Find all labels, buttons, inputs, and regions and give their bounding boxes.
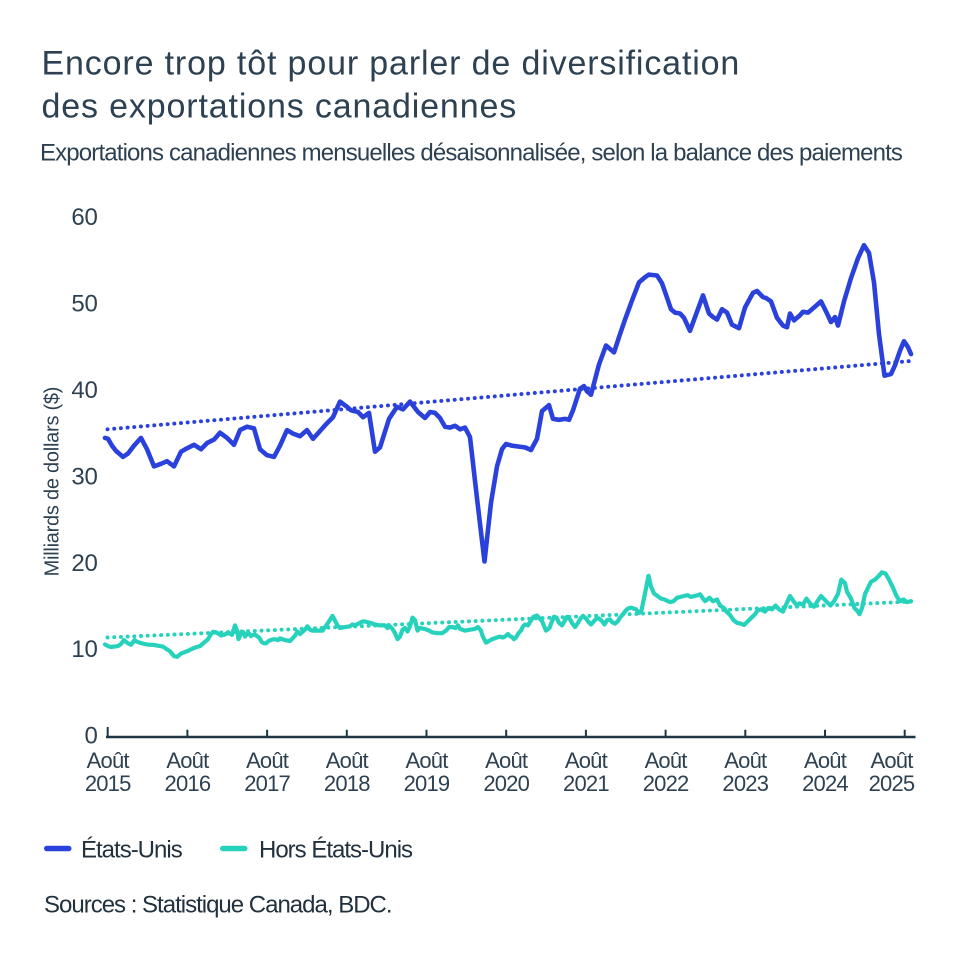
svg-text:2024: 2024	[802, 771, 848, 796]
svg-text:Août: Août	[565, 748, 608, 773]
svg-text:2021: 2021	[563, 771, 609, 796]
svg-text:2015: 2015	[85, 771, 131, 796]
svg-text:Août: Août	[246, 748, 289, 773]
svg-text:2025: 2025	[869, 771, 915, 796]
svg-text:Encore trop tôt pour parler de: Encore trop tôt pour parler de diversifi…	[42, 45, 741, 83]
svg-text:0: 0	[84, 723, 97, 750]
svg-text:2019: 2019	[404, 771, 450, 796]
svg-text:2016: 2016	[165, 771, 211, 796]
svg-text:Août: Août	[326, 748, 369, 773]
svg-text:2020: 2020	[483, 771, 529, 796]
svg-text:Août: Août	[87, 748, 130, 773]
svg-text:20: 20	[71, 550, 97, 577]
svg-text:2017: 2017	[244, 771, 290, 796]
svg-text:Août: Août	[166, 748, 209, 773]
svg-text:Août: Août	[645, 748, 688, 773]
svg-text:États-Unis: États-Unis	[81, 837, 183, 864]
svg-text:Août: Août	[804, 748, 847, 773]
svg-text:Sources : Statistique Canada,: Sources : Statistique Canada, BDC.	[44, 892, 392, 919]
svg-text:Hors États-Unis: Hors États-Unis	[259, 837, 413, 864]
svg-text:30: 30	[71, 463, 97, 490]
svg-text:40: 40	[71, 377, 97, 404]
svg-text:Exportations canadiennes mensu: Exportations canadiennes mensuelles désa…	[40, 140, 903, 167]
svg-text:2022: 2022	[643, 771, 689, 796]
svg-text:des exportations canadiennes: des exportations canadiennes	[42, 88, 518, 126]
svg-text:50: 50	[71, 291, 97, 318]
svg-text:Août: Août	[405, 748, 448, 773]
svg-text:Août: Août	[870, 748, 913, 773]
svg-text:Août: Août	[724, 748, 767, 773]
svg-text:2018: 2018	[324, 771, 370, 796]
svg-text:Août: Août	[485, 748, 528, 773]
svg-text:Milliards de dollars ($): Milliards de dollars ($)	[42, 387, 64, 577]
svg-text:60: 60	[71, 204, 97, 231]
svg-text:2023: 2023	[722, 771, 768, 796]
svg-text:10: 10	[71, 636, 97, 663]
